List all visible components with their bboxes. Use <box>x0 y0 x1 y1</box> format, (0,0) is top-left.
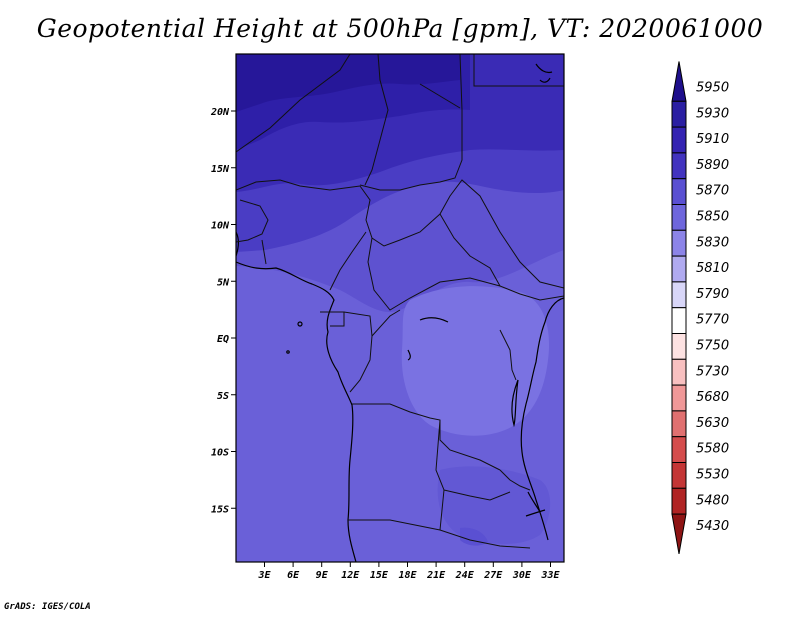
x-tick-label: 12E <box>341 570 360 581</box>
height-field <box>236 54 564 562</box>
y-tick-label: 10S <box>211 448 229 459</box>
legend-swatch <box>671 307 687 335</box>
legend-label: 5480 <box>696 493 729 508</box>
y-tick-label: 15S <box>211 504 229 515</box>
x-tick-label: 24E <box>455 570 475 581</box>
legend-label: 5750 <box>696 339 729 354</box>
field-southeast <box>437 466 551 544</box>
x-tick-label: 3E <box>257 570 271 581</box>
y-tick-label: 5S <box>217 391 229 402</box>
field-cape <box>460 527 488 546</box>
legend-label: 5890 <box>696 158 729 173</box>
map-frame <box>235 53 565 563</box>
x-tick-label: 6E <box>287 570 300 581</box>
y-tick-label: EQ <box>217 334 229 345</box>
y-tick-label: 10N <box>211 221 230 232</box>
legend-label: 5810 <box>696 261 729 276</box>
legend-swatch <box>671 513 687 554</box>
legend-label: 5770 <box>696 313 729 328</box>
legend-swatch <box>671 178 687 205</box>
x-tick-label: 33E <box>540 570 560 581</box>
country-borders <box>236 54 564 549</box>
x-axis-ticks: 3E 6E 9E 12E 15E 18E 21E 24E 27E 30E 33E <box>257 562 561 581</box>
legend-label: 5930 <box>696 106 729 121</box>
legend-swatch <box>671 100 687 128</box>
legend-label: 5830 <box>696 235 729 250</box>
legend-label: 5680 <box>696 390 729 405</box>
y-axis-ticks: 20N 15N 10N 5N EQ 5S 10S 15S <box>210 107 236 515</box>
y-tick-label: 5N <box>217 277 230 288</box>
legend-swatch <box>671 358 687 386</box>
legend-label: 5950 <box>696 81 729 96</box>
credit-label: GrADS: IGES/COLA <box>4 602 91 612</box>
legend-swatch <box>671 61 687 102</box>
x-tick-label: 9E <box>316 570 329 581</box>
legend-swatch <box>671 126 687 154</box>
field-congo <box>401 286 550 436</box>
legend-swatch <box>671 384 687 412</box>
x-tick-label: 21E <box>426 570 446 581</box>
x-tick-label: 15E <box>370 570 389 581</box>
legend-label: 5730 <box>696 364 729 379</box>
y-tick-label: 15N <box>211 164 230 175</box>
legend-swatch <box>671 410 687 438</box>
x-tick-label: 27E <box>483 570 503 581</box>
legend-swatch <box>671 436 687 464</box>
legend-swatch <box>671 204 687 231</box>
field-core <box>236 54 460 112</box>
legend-swatch <box>671 229 687 257</box>
y-tick-label: 20N <box>210 107 230 118</box>
x-tick-label: 30E <box>512 570 532 581</box>
legend-swatch <box>671 462 687 489</box>
x-tick-label: 18E <box>398 570 417 581</box>
legend-swatch <box>671 333 687 360</box>
legend-swatch <box>671 152 687 180</box>
legend-swatch <box>671 255 687 283</box>
legend-label: 5790 <box>696 287 729 302</box>
legend-label: 5910 <box>696 132 729 147</box>
legend-label: 5850 <box>696 210 729 225</box>
legend-label: 5430 <box>696 519 729 534</box>
legend-label: 5580 <box>696 442 729 457</box>
legend-label: 5530 <box>696 468 729 483</box>
map-title: Geopotential Height at 500hPa [gpm], VT:… <box>36 14 764 43</box>
color-legend: 5950 5930 5910 5890 5870 5850 5830 5810 5790 5770… <box>671 61 729 554</box>
legend-label: 5630 <box>696 416 729 431</box>
legend-label: 5870 <box>696 184 729 199</box>
legend-swatch <box>671 487 687 515</box>
legend-swatch <box>671 281 687 309</box>
